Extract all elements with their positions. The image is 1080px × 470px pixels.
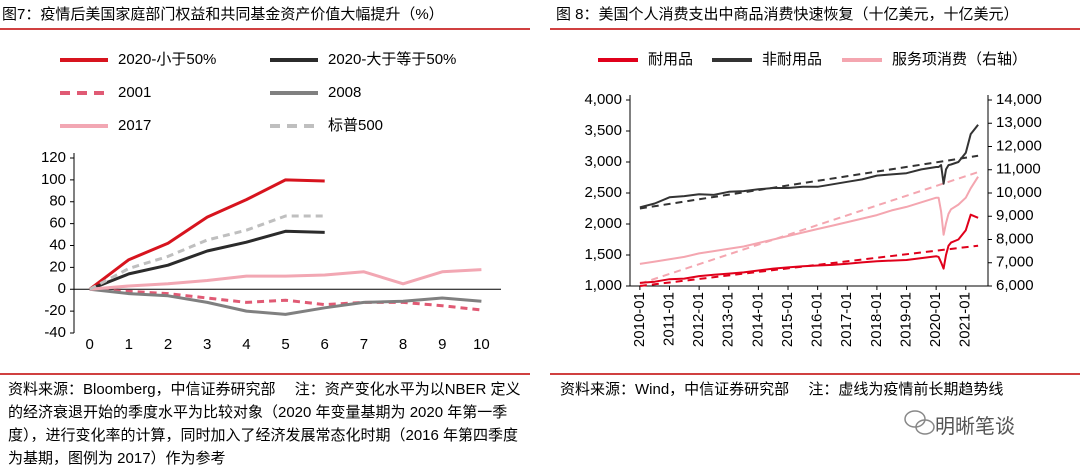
x-tick-label: 2021-01 xyxy=(957,292,974,347)
series-line xyxy=(89,287,482,312)
x-tick-label: 0 xyxy=(85,336,93,353)
series-line xyxy=(88,214,325,291)
legend-label: 2001 xyxy=(118,84,151,101)
y-tick-label: 3,000 xyxy=(584,153,622,170)
series-line xyxy=(89,229,325,291)
x-tick-label: 2018-01 xyxy=(868,292,885,347)
legend-label: 2020-小于50% xyxy=(118,51,216,68)
x-tick-label: 5 xyxy=(281,336,289,353)
x-tick-label: 8 xyxy=(399,336,407,353)
y-tick-label: 3,500 xyxy=(584,122,622,139)
x-tick-label: 2020-01 xyxy=(927,292,944,347)
legend-label: 2020-大于等于50% xyxy=(328,50,456,68)
y-tick-label: 120 xyxy=(41,149,66,166)
y2-tick-label: 10,000 xyxy=(996,184,1042,201)
x-tick-label: 2016-01 xyxy=(809,292,826,347)
chart-title: 图 8：美国个人消费支出中商品消费快速恢复（十亿美元，十亿美元） xyxy=(556,6,1019,23)
legend-label: 2017 xyxy=(118,117,151,134)
legend-label: 2008 xyxy=(328,84,361,101)
y2-tick-label: 8,000 xyxy=(996,230,1034,247)
x-tick-label: 2012-01 xyxy=(690,292,707,347)
y-tick-label: 2,000 xyxy=(584,215,622,232)
y-tick-label: 40 xyxy=(49,236,66,253)
x-tick-label: 2011-01 xyxy=(660,292,677,346)
x-tick-label: 2013-01 xyxy=(720,292,737,347)
x-tick-label: 2019-01 xyxy=(897,292,914,347)
x-tick-label: 2014-01 xyxy=(749,292,766,347)
x-tick-label: 9 xyxy=(438,336,446,353)
x-tick-label: 2010-01 xyxy=(631,292,648,347)
legend-label: 标普500 xyxy=(328,117,383,134)
series-line xyxy=(639,213,979,284)
watermark: 明晰笔谈 xyxy=(935,416,1015,438)
y2-tick-label: 12,000 xyxy=(996,137,1042,154)
y-tick-label: 1,000 xyxy=(584,277,622,294)
x-tick-label: 2017-01 xyxy=(838,292,855,347)
x-tick-label: 3 xyxy=(203,336,211,353)
trend-line xyxy=(639,171,979,285)
series-line xyxy=(89,287,482,316)
y2-tick-label: 9,000 xyxy=(996,207,1034,224)
y-tick-label: 0 xyxy=(58,280,66,297)
y-tick-label: 2,500 xyxy=(584,184,622,201)
y-tick-label: 100 xyxy=(41,171,66,188)
x-tick-label: 2 xyxy=(164,336,172,353)
x-tick-label: 10 xyxy=(473,336,490,353)
y2-tick-label: 14,000 xyxy=(996,91,1042,108)
trend-line xyxy=(639,154,979,210)
source-note: 资料来源：Bloomberg，中信证券研究部 注：资产变化水平为以NBER 定义… xyxy=(8,381,521,467)
y-tick-label: 80 xyxy=(49,193,66,210)
y2-tick-label: 11,000 xyxy=(996,161,1041,178)
y-tick-label: -40 xyxy=(44,324,66,341)
series-line xyxy=(88,178,325,291)
chart-title: 图7：疫情后美国家庭部门权益和共同基金资产价值大幅提升（%） xyxy=(2,6,444,23)
y2-tick-label: 13,000 xyxy=(996,114,1042,131)
y-tick-label: 20 xyxy=(49,258,66,275)
x-tick-label: 1 xyxy=(125,336,133,353)
watermark-icon xyxy=(904,410,935,435)
legend-label: 耐用品 xyxy=(648,51,693,68)
y-tick-label: 4,000 xyxy=(584,91,622,108)
y2-tick-label: 6,000 xyxy=(996,277,1034,294)
x-tick-label: 6 xyxy=(321,336,329,353)
series-line xyxy=(89,268,482,291)
y-tick-label: 60 xyxy=(49,215,66,232)
y2-tick-label: 7,000 xyxy=(996,254,1034,271)
series-line xyxy=(639,124,979,209)
y-tick-label: 1,500 xyxy=(584,246,622,263)
x-tick-label: 4 xyxy=(242,336,250,353)
y-tick-label: -20 xyxy=(44,302,66,319)
series-line xyxy=(639,176,979,265)
legend-label: 服务项消费（右轴） xyxy=(892,51,1027,68)
x-tick-label: 2015-01 xyxy=(779,292,796,347)
x-tick-label: 7 xyxy=(360,336,368,353)
legend-label: 非耐用品 xyxy=(762,51,822,68)
source-note: 资料来源：Wind，中信证券研究部 注：虚线为疫情前长期趋势线 xyxy=(560,381,1004,398)
